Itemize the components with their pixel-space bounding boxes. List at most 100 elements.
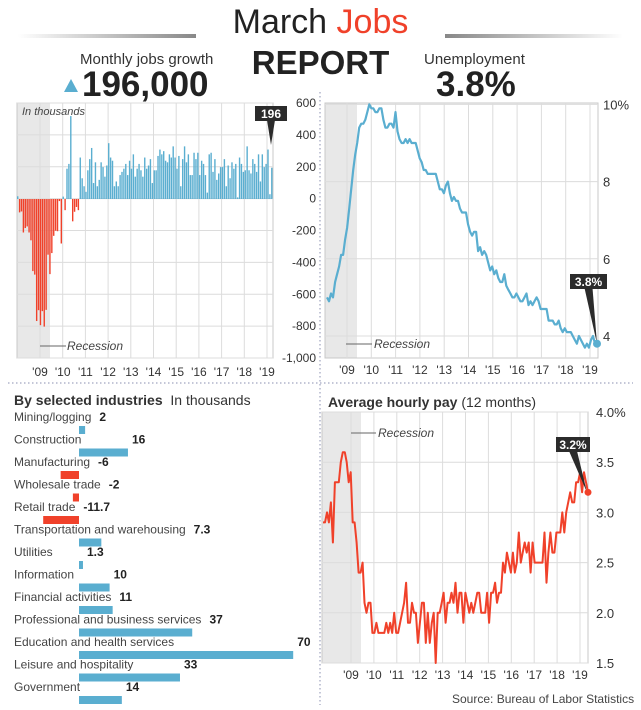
jobs-bar — [132, 154, 135, 199]
industry-value-label: 16 — [132, 433, 146, 447]
jobs-bar — [168, 154, 171, 199]
jobs-bar — [26, 199, 28, 227]
jobs-bar — [128, 160, 131, 199]
jobs-bar — [147, 165, 150, 199]
jobs-bar — [98, 179, 100, 199]
jobs-bar — [144, 157, 146, 199]
jobs-bar — [41, 199, 44, 312]
jobs-bar — [269, 194, 271, 199]
industries-title-unit: In thousands — [170, 392, 251, 408]
jobs-bar — [35, 199, 38, 322]
jobs-bar — [49, 199, 51, 275]
jobs-bar — [109, 157, 112, 199]
jobs-bar — [221, 167, 224, 199]
jobs-growth-label: Monthly jobs growth — [80, 51, 214, 68]
pay-y-tick-label: 3.0 — [596, 505, 614, 520]
jobs-bar — [17, 196, 19, 199]
jobs-recession-label: Recession — [67, 339, 123, 353]
unemployment-x-tick-label: '18 — [558, 363, 574, 377]
page-title: March Jobs — [200, 2, 441, 42]
jobs-bar — [43, 199, 45, 327]
jobs-bar — [208, 154, 210, 199]
jobs-x-tick-label: '16 — [191, 365, 207, 379]
jobs-bar — [183, 146, 186, 199]
jobs-bar — [37, 199, 40, 311]
pay-x-tick-label: '15 — [481, 668, 497, 682]
jobs-bar — [117, 186, 119, 199]
industry-value-label: 10 — [114, 568, 128, 582]
industry-value-label: 70 — [297, 635, 311, 649]
jobs-bar — [212, 171, 214, 199]
jobs-bar — [261, 154, 264, 199]
industry-value-label: 11 — [119, 590, 132, 604]
jobs-bar — [255, 171, 258, 199]
jobs-bar — [263, 167, 265, 199]
industry-value-label: 33 — [184, 658, 198, 672]
jobs-callout-box — [255, 106, 287, 121]
jobs-bar — [240, 163, 243, 199]
jobs-bar — [134, 176, 136, 199]
jobs-bar — [111, 160, 114, 199]
source-note: Source: Bureau of Labor Statistics — [452, 692, 635, 706]
pay-y-tick-label: 1.5 — [596, 656, 614, 671]
unemployment-value: 3.8% — [436, 65, 516, 104]
industry-label: Financial activities — [14, 590, 111, 604]
jobs-bar — [83, 186, 85, 199]
jobs-bar — [157, 155, 159, 199]
jobs-bar — [89, 159, 91, 199]
unemployment-x-tick-label: '10 — [363, 363, 379, 377]
jobs-bar — [138, 163, 140, 199]
industry-bar — [79, 651, 294, 659]
title-word-jobs: Jobs — [336, 3, 409, 41]
jobs-x-tick-label: '15 — [168, 365, 184, 379]
jobs-bar — [252, 159, 254, 199]
jobs-bar — [176, 168, 178, 199]
pay-x-tick-label: '11 — [389, 668, 404, 682]
jobs-bar — [191, 175, 193, 199]
jobs-y-tick-label: -200 — [292, 224, 316, 238]
jobs-bar — [197, 152, 199, 199]
industry-bar — [60, 471, 79, 479]
industry-label: Mining/logging — [14, 410, 91, 424]
industry-bar — [79, 448, 128, 457]
unemployment-y-tick-label: 8 — [603, 175, 610, 190]
jobs-bar — [259, 181, 262, 199]
industry-value-label: 7.3 — [194, 523, 211, 537]
unemployment-y-tick-label: 6 — [603, 252, 610, 267]
jobs-bar — [39, 199, 42, 326]
jobs-bar — [104, 176, 106, 199]
jobs-x-tick-label: '09 — [32, 365, 48, 379]
pay-y-tick-label: 2.5 — [596, 556, 614, 571]
jobs-bar — [125, 163, 127, 199]
jobs-bar — [87, 170, 89, 199]
industry-bar — [79, 426, 86, 434]
jobs-bar — [248, 170, 250, 199]
unemployment-x-tick-label: '11 — [388, 363, 403, 377]
industry-bar — [79, 583, 110, 592]
jobs-bar — [229, 178, 231, 199]
jobs-bar — [267, 149, 269, 199]
jobs-bar — [94, 162, 97, 199]
jobs-bar — [47, 199, 49, 255]
industry-value-label: 37 — [209, 613, 223, 627]
unemployment-x-tick-label: '16 — [509, 363, 525, 377]
jobs-bar — [227, 165, 229, 199]
jobs-bar — [218, 173, 220, 199]
pay-recession-label: Recession — [378, 426, 434, 440]
jobs-bar — [121, 171, 123, 199]
jobs-bar — [199, 175, 201, 199]
jobs-bar — [172, 146, 174, 199]
unemployment-label: Unemployment — [424, 51, 525, 68]
industry-value-label: -2 — [109, 478, 120, 492]
pay-y-tick-label: 2.0 — [596, 606, 614, 621]
jobs-bar — [123, 168, 125, 199]
jobs-bar — [187, 154, 190, 199]
jobs-bar — [153, 170, 155, 199]
pay-title-period: (12 months) — [461, 394, 537, 410]
unemployment-y-tick-label: 4 — [603, 329, 610, 344]
jobs-callout-label: 196 — [261, 107, 281, 121]
jobs-bar — [96, 186, 99, 199]
jobs-bar — [90, 147, 93, 199]
industry-value-label: -11.7 — [83, 500, 110, 514]
jobs-bar — [119, 175, 121, 199]
